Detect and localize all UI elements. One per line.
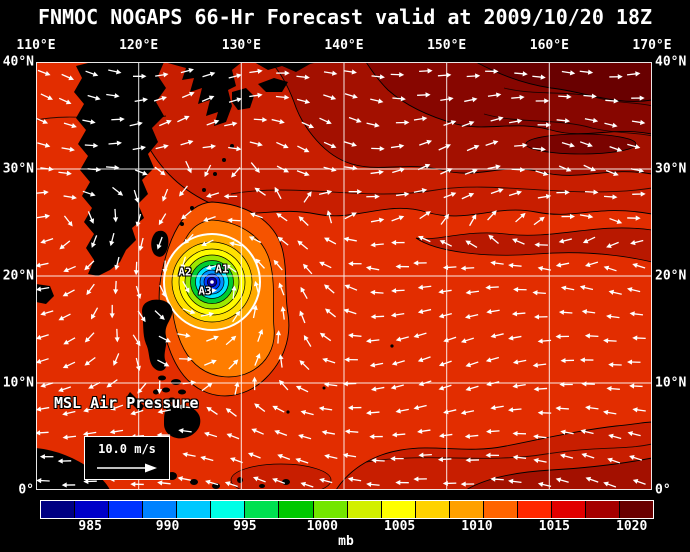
lon-label: 110°E [16, 38, 56, 53]
coast-ryukyu-island [230, 144, 234, 148]
coast-mindanao [164, 404, 201, 439]
lat-label-right: 30°N [655, 161, 687, 177]
colorbar-segment [279, 501, 314, 518]
lon-label: 160°E [529, 38, 569, 53]
colorbar-segment [551, 501, 586, 518]
colorbar-segment [449, 501, 484, 518]
coast-palau [286, 410, 290, 414]
page-title: FNMOC NOGAPS 66-Hr Forecast valid at 200… [37, 5, 653, 29]
colorbar-tick-label: 1005 [383, 519, 416, 534]
colorbar-tick-label: 1000 [306, 519, 338, 534]
coast-visayas [162, 387, 170, 393]
colorbar-tick-label: 1020 [616, 519, 648, 534]
colorbar-segment [347, 501, 382, 518]
coast-ryukyu-island [213, 172, 217, 176]
coast-island [190, 479, 198, 485]
colorbar-segment [415, 501, 450, 518]
pressure-dark-blob [525, 133, 637, 155]
lat-label-right: 20°N [655, 268, 687, 284]
colorbar-segment [211, 501, 246, 518]
colorbar-tick-label: 1015 [538, 519, 570, 534]
lat-label-right: 10°N [655, 375, 687, 391]
colorbar-segment [313, 501, 348, 518]
coast-island [259, 484, 265, 488]
coast-ryukyu-island [202, 188, 206, 192]
colorbar-segment [620, 501, 654, 518]
map-area: MSL Air Pressure 10.0 m/s A1 A2 A3 [36, 62, 652, 490]
grid-lines [36, 62, 652, 490]
lat-label-right: 40°N [655, 54, 687, 70]
coast-japan [232, 88, 254, 110]
colorbar-tick-label: 1010 [461, 519, 493, 534]
coast-sulawesi [167, 472, 177, 480]
lat-label-left: 30°N [2, 161, 34, 177]
colorbar-tick-label: 985 [78, 519, 102, 534]
colorbar-segment [245, 501, 280, 518]
colorbar-tick-label: 995 [233, 519, 257, 534]
typhoon-center-dot [210, 280, 214, 284]
colorbar [40, 500, 654, 519]
lon-label: 130°E [221, 38, 261, 53]
coast-guam [390, 344, 394, 348]
wind-vectors [36, 67, 646, 488]
colorbar-segment [517, 501, 552, 518]
lon-label: 120°E [119, 38, 159, 53]
colorbar-unit: mb [338, 534, 354, 549]
colorbar-segment [41, 501, 76, 518]
coast-ryukyu-island [180, 222, 184, 226]
coast-japan [258, 78, 288, 92]
lat-label-left: 0° [18, 482, 34, 498]
coast-visayas [153, 389, 159, 395]
colorbar-segment [109, 501, 144, 518]
lon-label: 140°E [324, 38, 364, 53]
coast-visayas [178, 389, 186, 395]
coast-visayas [171, 379, 181, 385]
colorbar-segment [381, 501, 416, 518]
lon-label: 150°E [427, 38, 467, 53]
ridge-streak [415, 227, 652, 263]
colorbar-segment [75, 501, 110, 518]
coast-visayas [168, 397, 176, 403]
pressure-dark-blob-south [230, 463, 332, 490]
coast-ryukyu-island [222, 158, 226, 162]
colorbar-segment [143, 501, 178, 518]
coast-halmahera [282, 479, 290, 485]
coast-korea [164, 62, 242, 126]
colorbar-segment [586, 501, 621, 518]
coast-visayas [158, 375, 166, 381]
pressure-band-1020 [475, 62, 652, 102]
coast-palawan [126, 392, 144, 412]
coast-yap [322, 386, 326, 390]
lat-label-left: 20°N [2, 268, 34, 284]
lat-label-left: 10°N [2, 375, 34, 391]
typhoon [158, 201, 290, 397]
coast-ryukyu-island [190, 206, 194, 210]
colorbar-tick-label: 990 [155, 519, 180, 534]
coast-luzon [142, 299, 173, 371]
colorbar-segment [483, 501, 518, 518]
lon-label: 170°E [632, 38, 672, 53]
pressure-map [36, 62, 652, 490]
colorbar-segment [177, 501, 212, 518]
lat-label-left: 40°N [2, 54, 34, 70]
colorbar-labels: 985 990 995 1000 1005 1010 1015 1020 [40, 519, 652, 535]
coast-japan [254, 62, 318, 72]
lat-label-right: 0° [655, 482, 671, 498]
coast-island [237, 477, 243, 483]
